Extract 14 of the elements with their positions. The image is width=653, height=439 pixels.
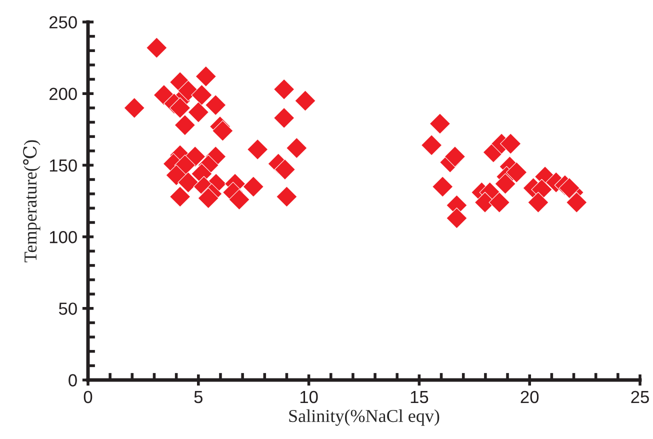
- y-tick-label: 200: [49, 88, 77, 100]
- y-tick-label: 0: [68, 374, 77, 386]
- x-tick-label: 25: [631, 390, 649, 404]
- x-tick-label: 20: [520, 390, 539, 404]
- y-tick-label: 50: [58, 302, 77, 315]
- y-axis-title: Temperature(℃): [23, 140, 40, 262]
- x-tick-label: 0: [84, 390, 92, 404]
- y-tick-label: 100: [50, 230, 77, 244]
- y-tick-label: 150: [50, 159, 77, 172]
- x-tick-label: 10: [300, 390, 318, 404]
- x-tick-label: 15: [410, 391, 428, 404]
- y-tick-label: 250: [49, 16, 77, 28]
- x-tick-label: 5: [194, 391, 202, 404]
- x-axis-title: Salinity(%NaCl eqv): [289, 409, 440, 426]
